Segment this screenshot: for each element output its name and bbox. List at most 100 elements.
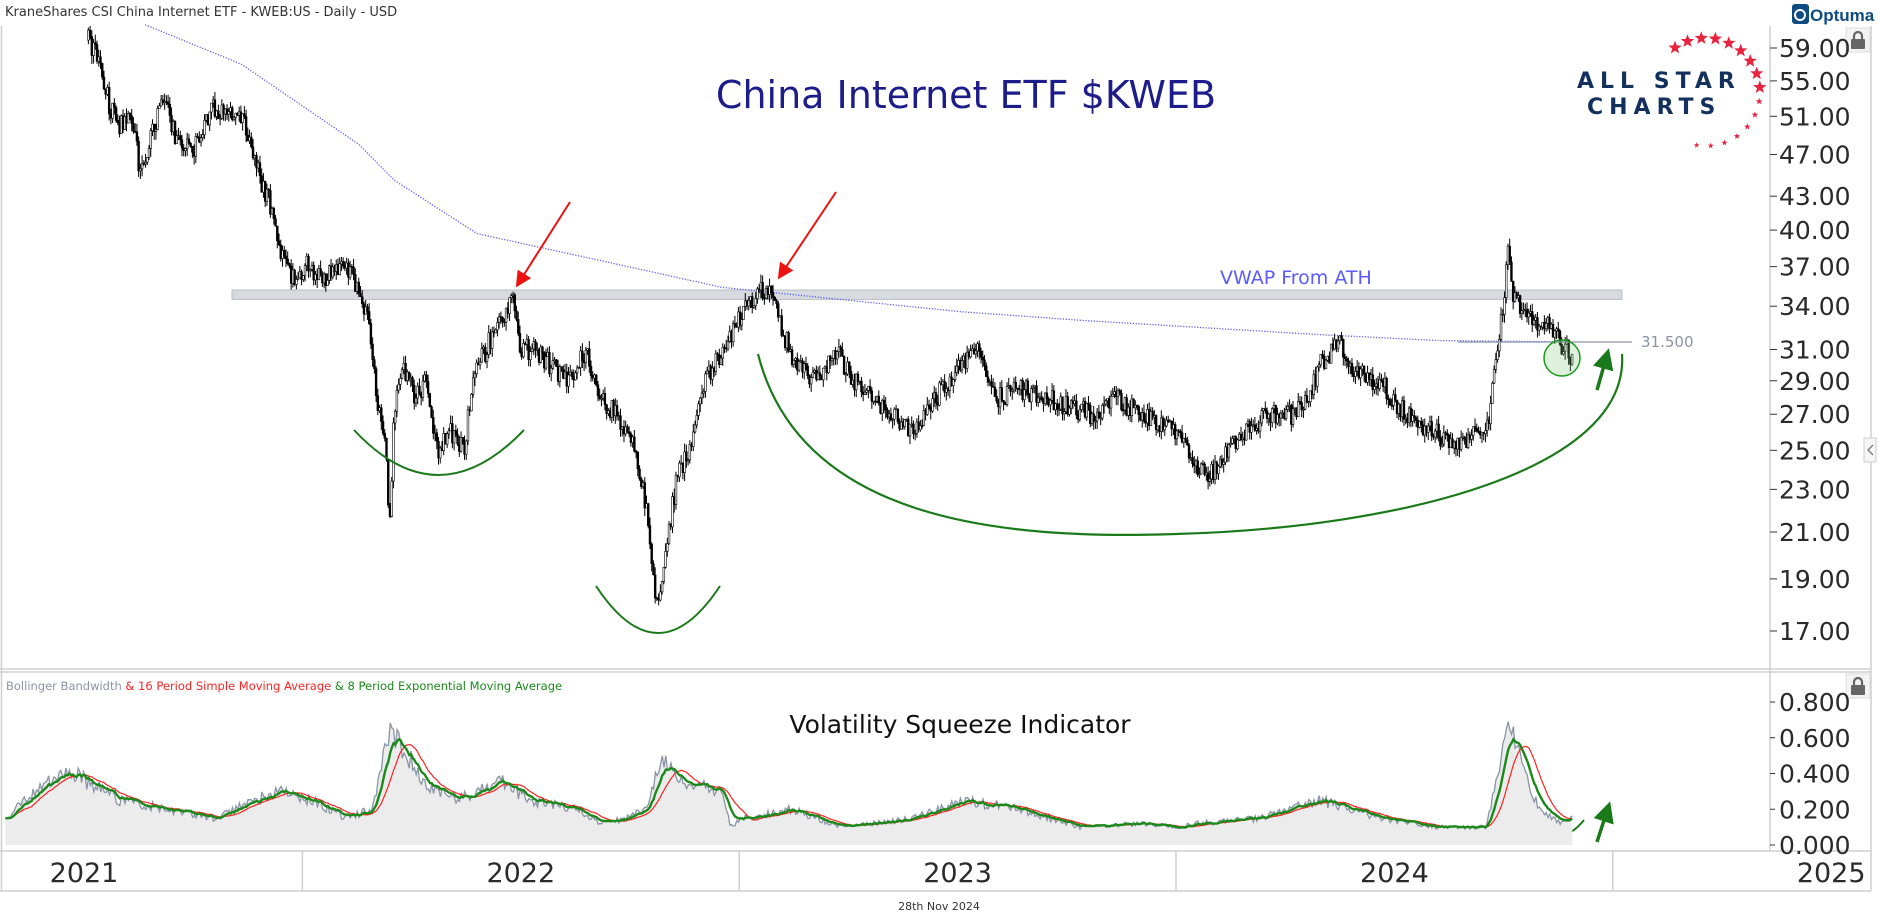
candle xyxy=(478,358,482,370)
candle xyxy=(1217,464,1220,480)
candle xyxy=(806,362,809,380)
candle xyxy=(530,343,534,353)
candle xyxy=(352,258,355,281)
collapse-panel-tab[interactable] xyxy=(1863,437,1877,463)
candle xyxy=(1439,430,1442,451)
candle xyxy=(255,152,258,177)
candle xyxy=(926,397,929,416)
candle xyxy=(470,393,473,412)
lock-icon[interactable] xyxy=(1845,27,1871,53)
candle xyxy=(1094,415,1097,429)
candle xyxy=(811,366,815,379)
candle xyxy=(1317,361,1321,372)
candle xyxy=(1459,430,1463,452)
candle xyxy=(790,346,794,368)
candle xyxy=(371,337,374,367)
candle xyxy=(792,359,796,368)
candle xyxy=(529,346,532,367)
candle xyxy=(881,398,884,421)
price-tick-label: 31.00 xyxy=(1779,336,1851,365)
candle xyxy=(296,271,300,281)
candle xyxy=(380,403,383,430)
candle xyxy=(1057,403,1061,416)
candle xyxy=(659,584,662,602)
candle xyxy=(201,129,204,141)
candle xyxy=(485,351,489,369)
candle xyxy=(849,365,853,385)
lock-icon[interactable] xyxy=(1845,673,1871,699)
candle xyxy=(1245,423,1248,441)
candle xyxy=(667,521,671,545)
candle xyxy=(1179,428,1182,439)
candle xyxy=(1009,384,1012,397)
candle xyxy=(1276,407,1279,426)
candle xyxy=(1154,414,1158,436)
candle xyxy=(1354,366,1357,384)
candle xyxy=(107,81,111,121)
candle xyxy=(927,399,931,410)
candle xyxy=(1321,350,1324,360)
candle xyxy=(1494,352,1498,374)
candle xyxy=(1291,400,1295,428)
candle xyxy=(699,396,702,413)
candle xyxy=(95,40,99,64)
candle xyxy=(666,537,669,557)
candle xyxy=(439,445,442,464)
candle xyxy=(636,451,640,477)
candle xyxy=(1388,397,1392,406)
candle xyxy=(179,130,182,146)
candle xyxy=(912,420,915,440)
star-icon xyxy=(1694,31,1708,44)
candle xyxy=(752,305,756,309)
candle xyxy=(1420,417,1423,433)
candle xyxy=(1137,404,1140,423)
candle xyxy=(132,117,135,134)
candle xyxy=(232,116,236,122)
candle xyxy=(312,261,315,286)
candle xyxy=(283,245,286,260)
candle xyxy=(1527,308,1530,325)
candle xyxy=(1544,318,1548,332)
candle xyxy=(475,359,478,378)
green-up-arrow xyxy=(1593,801,1614,843)
candle xyxy=(1414,415,1418,427)
candle xyxy=(373,356,376,374)
candle xyxy=(274,214,277,227)
candle xyxy=(218,114,222,126)
candle xyxy=(584,346,588,369)
candle xyxy=(1182,437,1186,448)
candle xyxy=(158,102,161,109)
candle xyxy=(697,400,700,420)
candle xyxy=(454,424,458,438)
candle xyxy=(995,389,998,404)
candle xyxy=(1402,395,1406,426)
candle xyxy=(1413,410,1416,424)
candle xyxy=(1080,403,1083,413)
price-tick-label: 21.00 xyxy=(1779,518,1851,547)
legend-sma: & 16 Period Simple Moving Average xyxy=(122,679,331,693)
candle xyxy=(390,477,393,518)
candle xyxy=(1037,392,1040,407)
candle xyxy=(931,392,934,413)
candle xyxy=(1149,406,1153,427)
candle xyxy=(844,372,848,383)
red-arrow xyxy=(515,201,571,288)
candle xyxy=(731,320,735,347)
candle xyxy=(1132,398,1135,409)
candle xyxy=(1371,367,1374,397)
green-up-arrow xyxy=(1593,348,1614,391)
candle xyxy=(1069,398,1073,415)
candle xyxy=(210,102,213,120)
candle xyxy=(1484,422,1487,443)
candle xyxy=(414,393,418,407)
candle xyxy=(683,443,686,482)
candle xyxy=(1518,294,1522,318)
candle xyxy=(827,355,830,375)
candle xyxy=(848,360,851,379)
candle xyxy=(307,253,310,278)
candle xyxy=(99,50,102,69)
candle xyxy=(818,365,822,381)
legend-bbw: Bollinger Bandwidth xyxy=(6,679,122,693)
indicator-tick-label: 0.400 xyxy=(1779,760,1851,789)
